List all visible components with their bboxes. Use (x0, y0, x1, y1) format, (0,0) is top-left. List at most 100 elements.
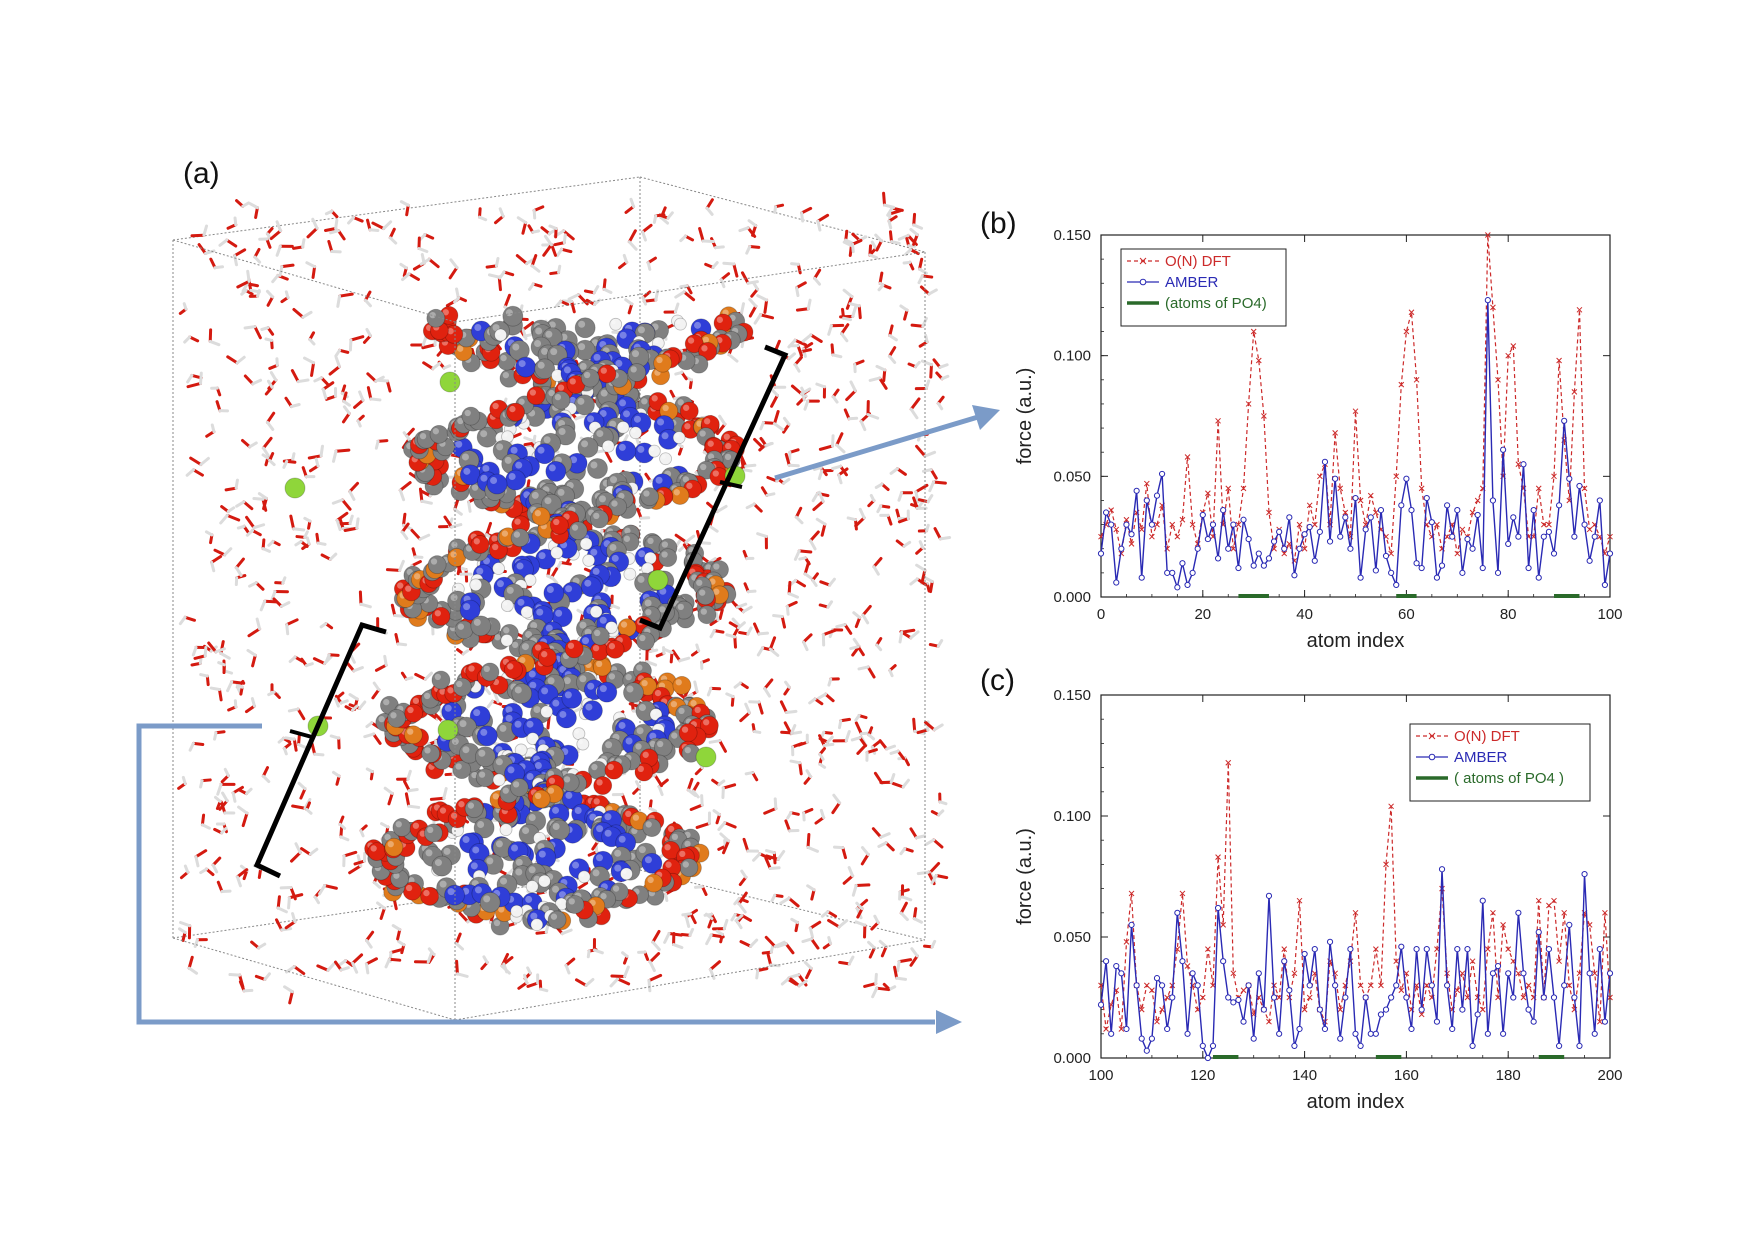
amber-point (1204, 1054, 1211, 1062)
atom-highlight (626, 685, 634, 693)
water-bond (748, 304, 758, 318)
amber-point (1505, 540, 1512, 548)
atom-highlight (563, 776, 571, 783)
water-bond (821, 628, 837, 637)
box-edge (172, 937, 456, 1021)
water-bond (847, 416, 859, 421)
water-bond (442, 364, 452, 370)
water-bond (188, 741, 195, 752)
atom-highlight (557, 384, 565, 391)
y-axis-label: force (a.u.) (1014, 828, 1036, 925)
atom-highlight (604, 442, 609, 447)
water-bond (888, 668, 894, 678)
water-bond (831, 395, 839, 404)
atom (404, 703, 424, 723)
water-bond (190, 233, 206, 238)
water-bond (808, 920, 822, 930)
atom-highlight (506, 586, 514, 594)
water-bond (285, 965, 296, 974)
water-bond (748, 245, 761, 249)
water-bond (934, 873, 949, 880)
water-bond (418, 533, 431, 541)
water-bond (793, 363, 801, 373)
atom-highlight (462, 746, 470, 754)
atom (672, 431, 686, 445)
amber-point (1469, 1042, 1476, 1050)
atom-highlight (638, 550, 646, 558)
atom-highlight (528, 814, 536, 822)
water-bond (517, 981, 529, 990)
water-bond (241, 811, 249, 828)
atom-highlight (599, 685, 607, 693)
atom-highlight (525, 895, 533, 903)
water-bond (502, 956, 514, 966)
water-bond (236, 279, 251, 289)
atom-highlight (494, 634, 501, 641)
atom-highlight (478, 749, 486, 757)
atom-highlight (478, 771, 486, 778)
water-bond (230, 680, 246, 685)
water-bond (835, 443, 846, 454)
atom-highlight (598, 495, 606, 503)
water-bond (684, 534, 696, 544)
y-tick-label: 0.050 (1053, 929, 1091, 946)
atom-highlight (557, 488, 565, 496)
amber-point (1438, 562, 1446, 569)
atom-highlight (412, 697, 420, 704)
legend-label: AMBER (1454, 749, 1508, 766)
water-bond (721, 783, 737, 790)
water-bond (303, 516, 312, 523)
amber-point (1494, 962, 1502, 970)
water-bond (575, 881, 589, 891)
dna-molecule-in-water-box (172, 176, 952, 1021)
water-bond (401, 272, 411, 282)
atom-highlight (393, 872, 400, 879)
atom (673, 317, 687, 331)
water-bond (336, 294, 342, 308)
atom-highlight (643, 490, 650, 497)
water-bond (387, 957, 402, 962)
atom-highlight (578, 739, 583, 745)
amber-point (1545, 946, 1553, 953)
water-bond (826, 735, 834, 744)
water-bond (694, 885, 704, 889)
atom (461, 406, 481, 426)
water-bond (838, 960, 851, 966)
water-bond (275, 918, 284, 932)
water-bond (875, 364, 887, 372)
atom-highlight (534, 340, 542, 348)
water-bond (303, 530, 309, 539)
water-bond (912, 496, 919, 510)
amber-point (1220, 507, 1227, 514)
atom-highlight (547, 677, 555, 685)
atom-highlight (503, 627, 510, 634)
atom (403, 725, 423, 745)
water-bond (282, 459, 289, 469)
water-bond (787, 352, 796, 361)
water-bond (616, 977, 631, 986)
atom-highlight (651, 710, 656, 715)
amber-point (1301, 531, 1308, 538)
atom-highlight (633, 415, 641, 423)
atom (531, 789, 551, 809)
water-bond (917, 498, 930, 504)
amber-point (1510, 514, 1517, 521)
water-bond (938, 535, 952, 541)
amber-point (1306, 982, 1313, 989)
legend-label: O(N) DFT (1165, 253, 1231, 270)
water-bond (334, 348, 342, 358)
atom-highlight (644, 856, 652, 864)
water-bond (237, 805, 249, 815)
atom (486, 473, 508, 495)
amber-point (1464, 535, 1471, 543)
water-bond (831, 801, 842, 815)
water-bond (594, 449, 607, 454)
water-bond (292, 737, 298, 752)
atom-highlight (522, 906, 527, 911)
amber-point (1581, 521, 1588, 528)
water-bond (787, 896, 800, 908)
water-bond (932, 838, 944, 849)
atom-highlight (631, 827, 638, 835)
water-bond (727, 353, 739, 363)
atom (506, 402, 525, 422)
